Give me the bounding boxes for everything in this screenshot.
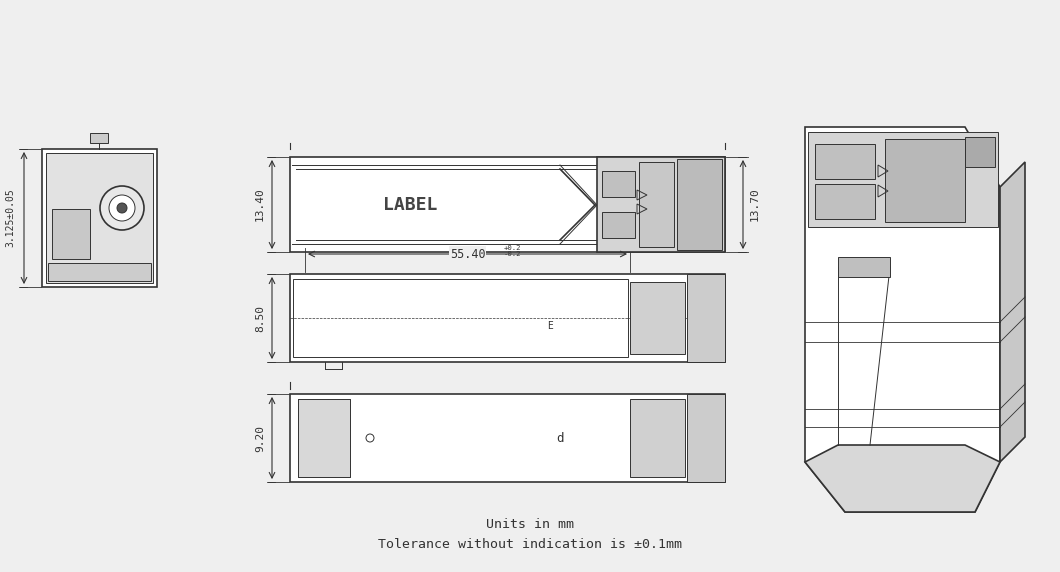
Bar <box>639 162 674 247</box>
Text: 13.70: 13.70 <box>750 188 760 221</box>
Bar <box>298 399 350 477</box>
Bar <box>290 274 725 362</box>
Bar <box>965 137 995 167</box>
Text: 3.125±0.05: 3.125±0.05 <box>5 189 15 247</box>
Polygon shape <box>805 127 1000 512</box>
Text: 13.40: 13.40 <box>255 188 265 221</box>
Circle shape <box>117 203 127 213</box>
Bar <box>687 274 725 362</box>
Text: Tolerance without indication is ±0.1mm: Tolerance without indication is ±0.1mm <box>378 538 682 550</box>
Bar <box>815 144 874 179</box>
Bar <box>42 149 157 287</box>
Bar <box>90 133 108 143</box>
Bar <box>687 394 725 482</box>
Bar <box>602 171 635 197</box>
Polygon shape <box>838 257 890 277</box>
Bar <box>630 399 685 477</box>
Bar <box>48 263 151 281</box>
Bar <box>597 157 725 252</box>
Text: d: d <box>556 431 564 444</box>
Text: 8.50: 8.50 <box>255 304 265 332</box>
Polygon shape <box>805 445 1000 512</box>
Bar <box>290 157 725 252</box>
Bar <box>630 282 685 354</box>
Bar <box>52 209 90 259</box>
Bar <box>677 159 722 250</box>
Circle shape <box>100 186 144 230</box>
Bar <box>290 394 725 482</box>
Text: 55.40: 55.40 <box>449 248 485 260</box>
Bar <box>815 184 874 219</box>
Bar <box>885 139 965 222</box>
Text: LABEL: LABEL <box>383 196 437 213</box>
Circle shape <box>109 195 135 221</box>
Text: +0.2
-0.2: +0.2 -0.2 <box>504 244 522 257</box>
Bar <box>46 153 153 283</box>
Bar <box>293 279 628 357</box>
Text: 9.20: 9.20 <box>255 424 265 451</box>
Bar <box>296 169 639 240</box>
Text: E: E <box>547 321 553 331</box>
Text: Units in mm: Units in mm <box>485 518 575 530</box>
Bar <box>808 132 999 227</box>
Polygon shape <box>1000 162 1025 462</box>
Bar <box>602 212 635 238</box>
